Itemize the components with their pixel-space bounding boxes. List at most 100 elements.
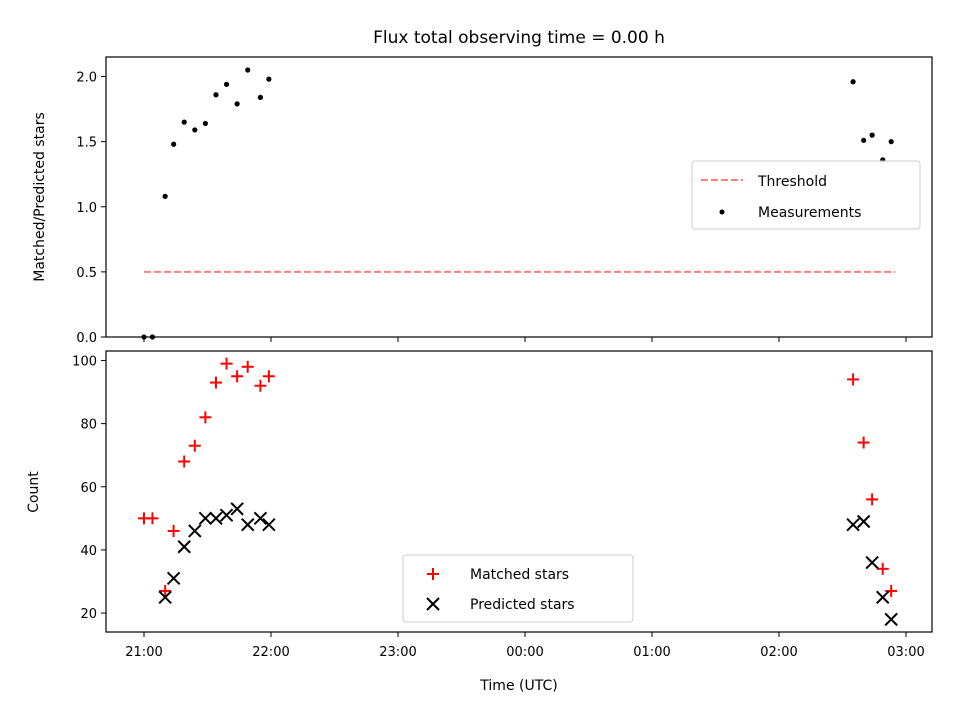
predicted-star-point: [856, 514, 871, 529]
predicted-star-point: [253, 511, 268, 526]
count-y-axis-label: Count: [26, 471, 42, 513]
matched-star-point: [876, 562, 889, 575]
count-legend: Matched stars Predicted stars: [402, 554, 634, 623]
ratio-legend-box: [691, 160, 921, 230]
count-legend-box: [402, 554, 634, 623]
predicted-star-point-b: [166, 571, 181, 586]
measurement-point: [171, 141, 177, 147]
x-tick-label: 03:00: [887, 645, 924, 660]
predicted-star-point-b: [876, 590, 890, 604]
matched-star-point: [188, 439, 201, 452]
measurement-point: [869, 132, 875, 138]
measurement-point: [888, 139, 894, 145]
measurement-point: [213, 92, 219, 98]
ratio-y-tick-label: 1.5: [76, 136, 97, 151]
predicted-star-point: [262, 517, 276, 532]
predicted-star-point: [884, 612, 898, 627]
matched-star-point: [178, 455, 191, 468]
predicted-star-point-b: [884, 612, 898, 627]
count-y-tick-label: 80: [80, 418, 97, 433]
threshold-legend-label: Threshold: [757, 174, 827, 190]
matched-star-point: [262, 370, 275, 383]
measurement-point: [861, 137, 867, 143]
measurement-point: [192, 127, 198, 133]
predicted-star-point-b: [158, 590, 172, 604]
count-y-tick-label: 60: [80, 481, 97, 496]
x-tick-label: 01:00: [633, 645, 670, 660]
matched-star-point: [146, 512, 159, 525]
predicted-stars-legend-marker: [426, 597, 440, 611]
predicted-star-point: [865, 555, 879, 570]
matched-star-point: [231, 370, 244, 383]
measurements-legend-marker: [719, 209, 725, 215]
x-tick-label: 22:00: [252, 645, 289, 660]
x-tick-label: 00:00: [506, 645, 543, 660]
predicted-star-point-b: [253, 511, 268, 526]
predicted-star-point-b: [219, 508, 234, 522]
chart-title: Flux total observing time = 0.00 h: [373, 28, 665, 48]
matched-star-point: [241, 360, 254, 373]
matched-stars-legend-label: Matched stars: [470, 567, 569, 583]
predicted-star-point: [230, 502, 244, 516]
count-panel: 20 40 60 80 100 21:00 22:00 23:00 00:00 01:00 02:…: [26, 350, 933, 694]
predicted-star-point: [846, 517, 860, 532]
measurement-point: [162, 193, 168, 199]
ratio-plot-frame: [105, 56, 933, 338]
measurements-legend-label: Measurements: [758, 205, 861, 221]
predicted-star-point: [166, 571, 181, 586]
predicted-star-point: [188, 524, 202, 538]
measurement-point: [257, 94, 264, 100]
ratio-y-tick-label: 0.0: [76, 331, 97, 346]
predicted-star-point: [209, 511, 223, 526]
count-y-ticks: 20 40 60 80 100: [72, 354, 106, 622]
ratio-panel: 0.00.51.01.52.0 Matched/Predicted stars …: [32, 56, 933, 346]
count-x-ticks: 21:00 22:00 23:00 00:00 01:00 02:00 03:00: [125, 632, 925, 660]
matched-star-point: [159, 584, 172, 597]
matched-star-point: [857, 436, 870, 449]
predicted-star-point: [219, 508, 234, 522]
x-axis-label: Time (UTC): [479, 678, 557, 694]
predicted-star-point: [241, 517, 255, 532]
predicted-star-point-b: [846, 517, 860, 532]
matched-star-point: [167, 524, 180, 537]
matched-star-point: [220, 357, 233, 370]
predicted-star-point-b: [241, 517, 255, 532]
ratio-y-ticks: 0.0 0.5 1.0 1.5 2.0: [76, 71, 106, 346]
predicted-star-point-b: [198, 511, 213, 526]
matched-star-point: [847, 373, 860, 386]
ratio-y-tick-label: 0.5: [76, 266, 97, 281]
predicted-star-point-b: [209, 511, 223, 526]
predicted-star-point-b: [177, 540, 191, 554]
predicted-star-point-b: [865, 555, 879, 570]
matched-star-point: [254, 379, 267, 392]
count-y-tick-label: 100: [72, 354, 97, 369]
matched-star-point: [866, 493, 879, 506]
measurement-point: [181, 119, 187, 125]
ratio-y-tick-label: 1.0: [76, 201, 97, 216]
x-tick-label: 23:00: [379, 645, 416, 660]
predicted-star-point: [876, 590, 890, 604]
count-y-tick-label: 40: [80, 544, 97, 559]
count-marks: [138, 357, 898, 627]
matched-star-point: [885, 584, 898, 597]
matched-star-point: [199, 411, 212, 424]
ratio-legend: Threshold Measurements: [691, 160, 921, 230]
ratio-x-tick-marks: [143, 337, 907, 342]
predicted-stars-legend-label: Predicted stars: [470, 597, 575, 613]
predicted-star-point: [158, 590, 172, 604]
measurement-point: [850, 79, 856, 85]
x-tick-label: 02:00: [760, 645, 797, 660]
ratio-y-tick-label: 2.0: [76, 71, 97, 86]
measurement-point: [234, 101, 240, 107]
ratio-y-axis-label: Matched/Predicted stars: [32, 112, 48, 282]
predicted-star-point-b: [230, 502, 244, 516]
predicted-star-point-b: [188, 524, 202, 538]
measurement-point: [223, 81, 230, 87]
ratio-marks: [141, 67, 896, 340]
x-tick-label: 21:00: [125, 645, 162, 660]
measurement-point: [245, 67, 251, 73]
count-plot-frame: [105, 350, 933, 633]
predicted-star-point-b: [262, 517, 276, 532]
measurement-point: [266, 76, 272, 82]
